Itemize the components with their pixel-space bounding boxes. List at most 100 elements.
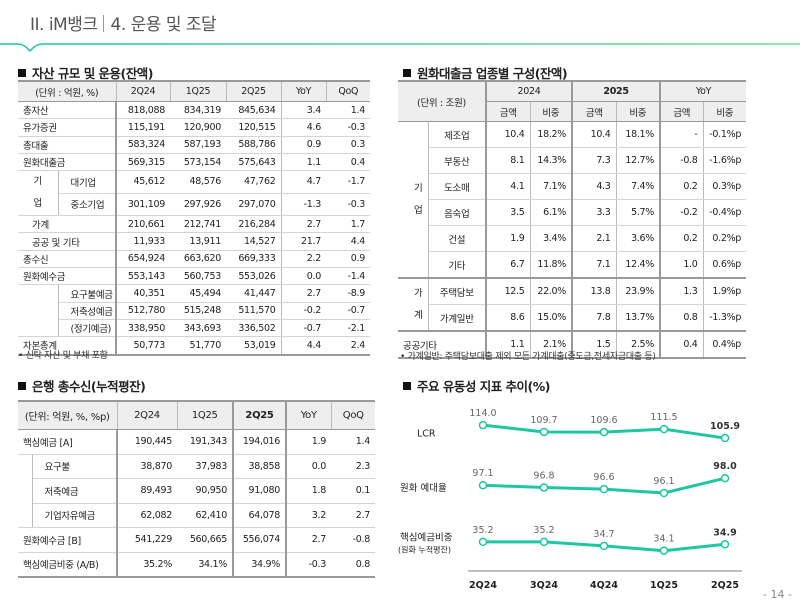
value-cell: 301,109 [115, 193, 170, 217]
row-label: 음숙업 [428, 199, 487, 226]
row-label: 유가증권 [18, 118, 116, 137]
value-cell: 1.8 [285, 478, 331, 504]
deposits-table: (단위: 억원, %, %p) 2Q24 1Q25 2Q25 YoY QoQ 핵심예금 [A… [18, 400, 375, 578]
value-cell: 120,515 [226, 118, 281, 137]
value-cell: 53,019 [226, 336, 281, 356]
table-row: 공공기타 1.1 2.1% 1.5 2.5% 0.4 0.4%p [398, 331, 747, 359]
value-cell: 0.2 [659, 173, 704, 200]
value-cell: 515,248 [170, 302, 226, 320]
value-cell: 37,983 [177, 454, 233, 479]
value-cell: - [659, 121, 704, 148]
value-cell: -8.9 [326, 284, 370, 303]
value-cell: 23.9% [615, 278, 661, 305]
x-tick-label: 4Q24 [590, 580, 618, 591]
group-label [18, 454, 33, 528]
value-cell: 0.0 [285, 454, 331, 479]
column-header: QoQ [330, 400, 375, 430]
value-cell: 7.1 [571, 251, 617, 279]
row-label: 요구불예금 [58, 284, 116, 303]
value-cell: 1.1 [485, 331, 531, 359]
page-header: II. iM뱅크 4. 운용 및 조달 [30, 10, 217, 35]
value-cell: 1.7 [326, 215, 370, 234]
row-label: 가계 [18, 215, 116, 234]
value-cell: 553,026 [226, 267, 281, 286]
data-point [720, 540, 730, 549]
table-row: 중소기업 301,109 297,926 297,070 -1.3 -0.3 [18, 193, 370, 217]
table-row: 요구불 38,870 37,983 38,858 0.0 2.3 [18, 454, 375, 528]
value-cell: 4.7 [280, 170, 326, 194]
value-cell: 0.0 [280, 267, 326, 286]
value-cell: 0.8 [331, 552, 375, 578]
value-cell: 0.2%p [702, 225, 747, 252]
data-point [539, 483, 549, 492]
value-cell: 0.2 [659, 225, 704, 252]
deposits-section-title: 은행 총수신(누적평잔) [18, 376, 146, 395]
row-label: 주택담보 [428, 278, 487, 305]
value-cell: 34.1% [177, 552, 233, 578]
value-cell: 90,950 [177, 478, 233, 504]
subcolumn-header: 비중 [529, 101, 573, 122]
value-cell: -0.2 [280, 302, 326, 320]
value-cell: 18.2% [529, 121, 573, 148]
column-header: YoY [285, 400, 331, 430]
value-cell: 3.5 [485, 199, 531, 226]
row-label: 총대출 [18, 136, 116, 154]
data-point [720, 433, 730, 443]
value-cell: 64,078 [232, 503, 287, 528]
column-header: 1Q25 [176, 400, 233, 430]
column-header: 2Q25 [225, 80, 281, 102]
value-cell: 62,410 [177, 503, 233, 528]
row-label: 공공기타 [398, 331, 487, 359]
table-row: 유가증권 115,191 120,900 120,515 4.6 -0.3 [18, 118, 370, 137]
column-header: 2Q24 [116, 400, 177, 430]
value-cell: 1.9 [485, 225, 531, 252]
value-cell: 2.1% [529, 331, 573, 359]
column-header: 1Q25 [169, 80, 226, 102]
loans-note: • 가계일반: 주택담보대출 제외 모든 가계대출(중도금,전세자금대출 등) [400, 352, 656, 362]
table-row: 부동산 8.1 14.3% 7.3 12.7% -0.8 -1.6%p [398, 147, 747, 174]
table-row: 저축예금 89,493 90,950 91,080 1.8 0.1 [18, 478, 375, 504]
value-cell: 511,570 [226, 302, 281, 320]
value-cell: 2.3 [331, 454, 375, 479]
row-label: 총수신 [18, 250, 116, 269]
value-cell: 845,634 [226, 101, 281, 120]
value-cell: 556,074 [232, 527, 287, 553]
period-header: YoY [659, 80, 747, 102]
subcolumn-header: 금액 [485, 101, 531, 122]
value-cell: -0.3 [326, 193, 370, 217]
group-label: 가계 [398, 278, 429, 332]
table-row: 총자산 818,088 834,319 845,634 3.4 1.4 [18, 101, 370, 120]
table-row: 핵심예금비중 (A/B) 35.2% 34.1% 34.9% -0.3 0.8 [18, 552, 375, 578]
x-tick-label: 2Q24 [469, 580, 497, 591]
value-cell: -0.2 [659, 199, 704, 226]
value-cell: 120,900 [170, 118, 226, 137]
data-point [720, 473, 730, 483]
value-cell: 3.2 [285, 503, 331, 528]
subcolumn-header: 금액 [571, 101, 617, 122]
value-cell: 4.1 [485, 173, 531, 200]
value-cell: 569,315 [115, 153, 170, 172]
value-cell: 12.7% [615, 147, 661, 174]
value-cell: 297,070 [226, 193, 281, 217]
value-cell: 45,612 [115, 170, 170, 194]
group-label: 기업 [18, 170, 59, 217]
value-cell: 575,643 [226, 153, 281, 172]
value-cell: 0.3%p [702, 173, 747, 200]
table-row: 건설 1.9 3.4% 2.1 3.6% 0.2 0.2%p [398, 225, 747, 252]
subcolumn-header: 금액 [659, 101, 704, 122]
row-label: 핵심예금 [A] [18, 429, 117, 455]
column-header: 2Q25 [232, 400, 287, 430]
value-cell: -2.1 [326, 319, 370, 338]
header-divider [102, 15, 104, 32]
value-cell: 1.4 [331, 429, 375, 455]
value-cell: 560,665 [177, 527, 233, 553]
data-point [539, 427, 549, 437]
column-header: QoQ [325, 80, 370, 102]
data-label: 109.7 [530, 415, 557, 426]
table-row: 저축성예금 512,780 515,248 511,570 -0.2 -0.7 [18, 302, 370, 320]
value-cell: -1.4 [326, 267, 370, 286]
value-cell: 194,016 [232, 429, 287, 455]
data-label: 35.2 [472, 525, 493, 536]
value-cell: 512,780 [115, 302, 170, 320]
table-row: 총대출 583,324 587,193 588,786 0.9 0.3 [18, 136, 370, 154]
